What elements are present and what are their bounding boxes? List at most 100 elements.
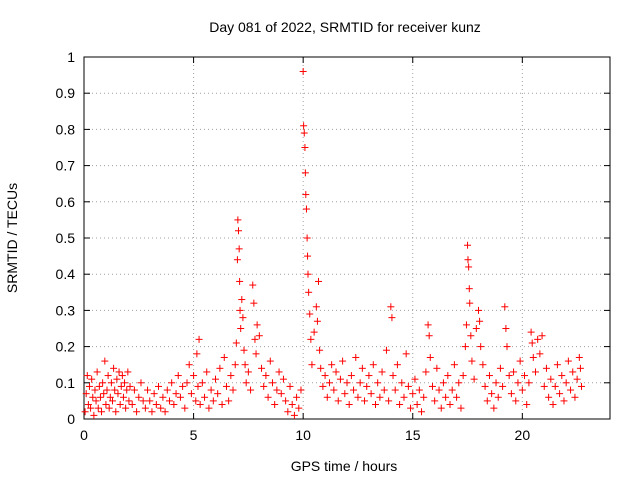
data-point bbox=[201, 393, 209, 401]
data-point bbox=[305, 288, 313, 296]
data-point bbox=[325, 379, 333, 387]
data-point bbox=[564, 357, 572, 365]
data-point bbox=[345, 401, 353, 409]
data-point bbox=[187, 390, 195, 398]
data-point bbox=[282, 397, 290, 405]
data-point bbox=[195, 335, 203, 343]
data-point bbox=[118, 372, 126, 380]
data-point bbox=[103, 386, 111, 394]
data-point bbox=[523, 401, 531, 409]
data-point bbox=[125, 397, 133, 405]
data-point bbox=[439, 379, 447, 387]
y-tick-label: 1 bbox=[67, 49, 75, 65]
data-point bbox=[363, 382, 371, 390]
data-point bbox=[411, 375, 419, 383]
data-point bbox=[527, 328, 535, 336]
data-point bbox=[402, 350, 410, 358]
data-point bbox=[295, 404, 303, 412]
data-point bbox=[235, 245, 243, 253]
data-point bbox=[165, 397, 173, 405]
data-point bbox=[545, 393, 553, 401]
data-point bbox=[130, 386, 138, 394]
data-point bbox=[385, 397, 393, 405]
data-point bbox=[83, 372, 91, 380]
data-point bbox=[268, 379, 276, 387]
data-point bbox=[448, 386, 456, 394]
data-point bbox=[241, 361, 249, 369]
data-point bbox=[389, 372, 397, 380]
data-point bbox=[214, 390, 222, 398]
data-point bbox=[578, 382, 586, 390]
data-point bbox=[112, 408, 120, 416]
data-point bbox=[457, 404, 465, 412]
data-point bbox=[304, 252, 312, 260]
data-point bbox=[510, 368, 518, 376]
data-point bbox=[490, 404, 498, 412]
y-tick-label: 0.5 bbox=[56, 230, 76, 246]
x-axis-tick-labels: 0 5 10 15 20 bbox=[80, 427, 530, 443]
data-point bbox=[137, 379, 145, 387]
data-point bbox=[81, 408, 89, 416]
data-point bbox=[100, 390, 108, 398]
data-point bbox=[88, 375, 96, 383]
data-point bbox=[444, 372, 452, 380]
chart-title: Day 081 of 2022, SRMTID for receiver kun… bbox=[209, 19, 481, 35]
data-point bbox=[531, 368, 539, 376]
data-point bbox=[388, 314, 396, 322]
data-point bbox=[114, 390, 122, 398]
data-point bbox=[476, 317, 484, 325]
data-point bbox=[300, 129, 308, 137]
data-point bbox=[339, 357, 347, 365]
data-point bbox=[84, 401, 92, 409]
data-point bbox=[85, 382, 93, 390]
data-point bbox=[418, 408, 426, 416]
data-point bbox=[159, 393, 167, 401]
data-point bbox=[396, 401, 404, 409]
data-point bbox=[89, 393, 97, 401]
data-point bbox=[212, 375, 219, 383]
data-point bbox=[358, 364, 366, 372]
data-point bbox=[573, 375, 581, 383]
data-point bbox=[139, 397, 147, 405]
data-point bbox=[152, 401, 160, 409]
data-point bbox=[207, 386, 215, 394]
data-point bbox=[194, 382, 202, 390]
y-tick-label: 0.3 bbox=[56, 302, 76, 318]
data-point bbox=[367, 390, 375, 398]
data-point bbox=[529, 353, 537, 361]
data-point bbox=[264, 393, 272, 401]
data-point bbox=[398, 379, 406, 387]
data-point bbox=[258, 364, 266, 372]
data-point bbox=[455, 379, 463, 387]
data-point bbox=[90, 411, 98, 419]
data-point bbox=[562, 379, 570, 387]
data-point bbox=[424, 321, 432, 329]
data-point bbox=[301, 144, 309, 151]
data-point bbox=[96, 393, 104, 401]
data-point bbox=[183, 379, 191, 387]
data-point bbox=[260, 382, 268, 390]
data-point bbox=[521, 372, 529, 380]
data-point bbox=[150, 390, 158, 398]
data-point bbox=[216, 364, 224, 372]
data-point bbox=[536, 350, 544, 358]
data-point bbox=[361, 397, 369, 405]
data-point bbox=[540, 382, 548, 390]
data-point bbox=[407, 404, 415, 412]
data-point bbox=[428, 382, 436, 390]
data-point bbox=[415, 386, 423, 394]
data-point bbox=[391, 386, 399, 394]
data-point bbox=[518, 386, 526, 394]
data-point bbox=[461, 343, 469, 351]
data-point bbox=[446, 401, 454, 409]
data-point bbox=[371, 401, 379, 409]
data-point bbox=[330, 386, 338, 394]
data-point bbox=[393, 361, 401, 369]
data-point bbox=[168, 379, 176, 387]
y-tick-label: 0 bbox=[67, 411, 75, 427]
data-point bbox=[235, 227, 243, 235]
x-tick-label: 20 bbox=[515, 427, 531, 443]
data-point bbox=[172, 390, 180, 398]
data-point bbox=[350, 386, 358, 394]
data-point bbox=[218, 401, 226, 409]
